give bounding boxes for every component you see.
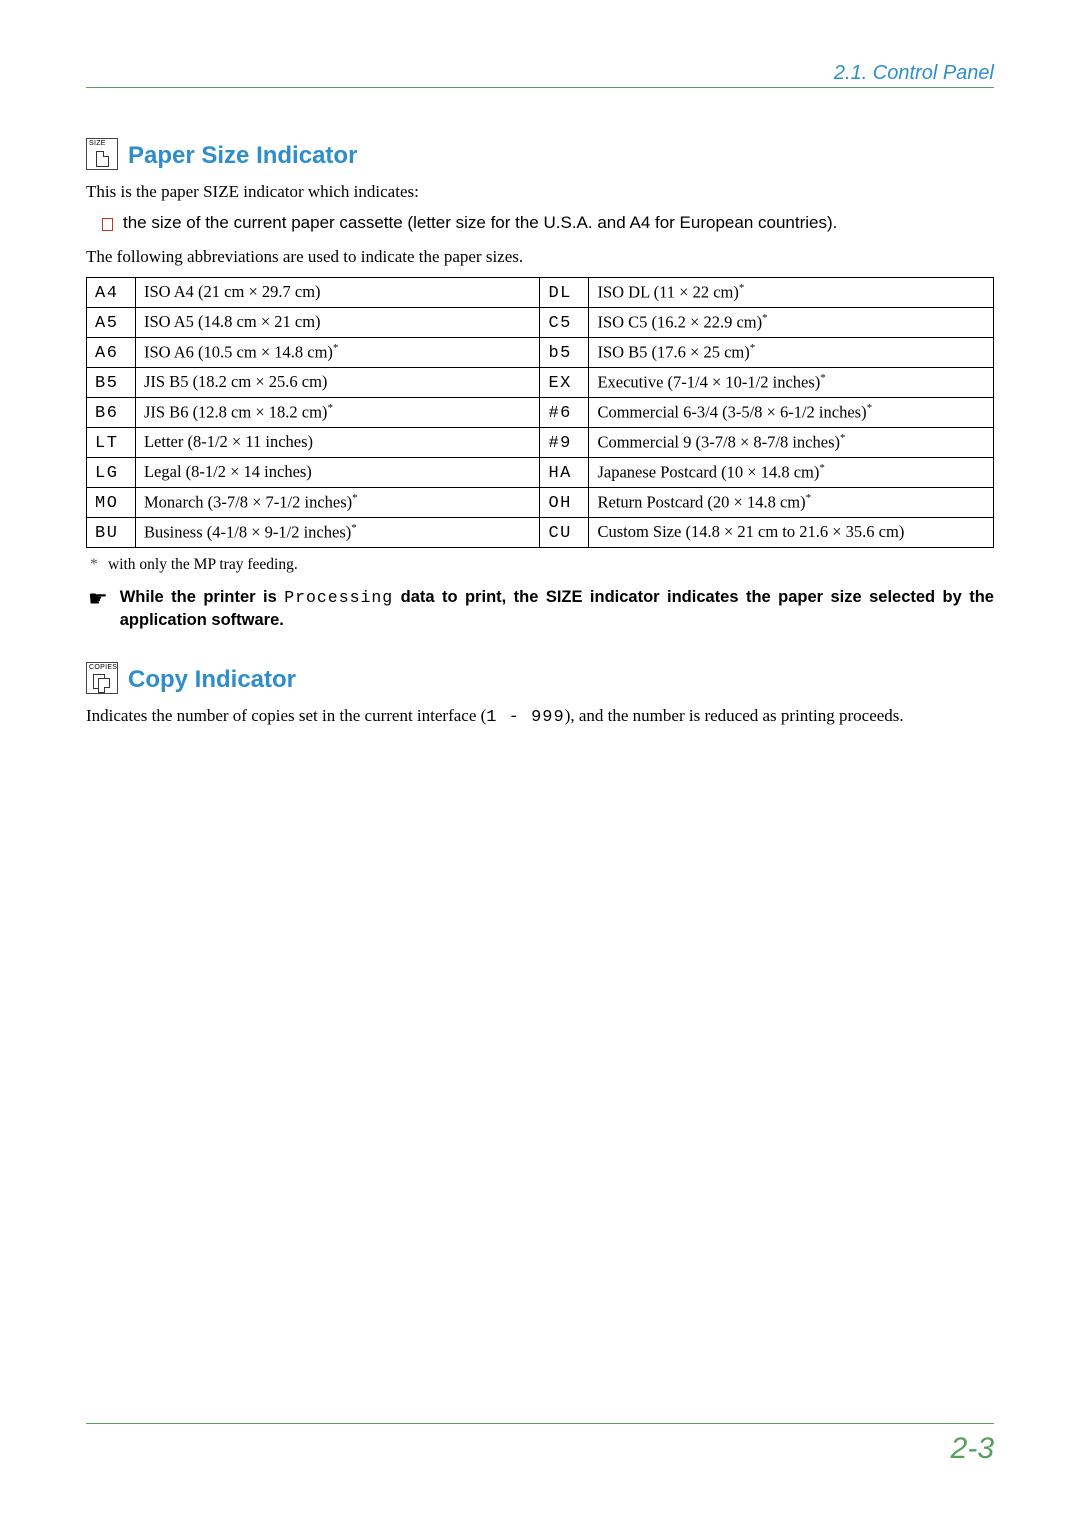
abbr-cell: A5: [87, 308, 136, 338]
page: 2.1. Control Panel SIZE Paper Size Indic…: [0, 0, 1080, 1528]
copy-body-text: Indicates the number of copies set in th…: [86, 704, 994, 731]
desc-cell: Monarch (3-7/8 × 7-1/2 inches)*: [135, 488, 540, 518]
desc-cell: ISO A6 (10.5 cm × 14.8 cm)*: [135, 338, 540, 368]
table-row: B5JIS B5 (18.2 cm × 25.6 cm)EXExecutive …: [87, 368, 994, 398]
abbr-cell: A4: [87, 278, 136, 308]
abbr-cell: LT: [87, 428, 136, 458]
abbr-cell: C5: [540, 308, 589, 338]
size-icon: SIZE: [86, 138, 118, 170]
table-row: A6ISO A6 (10.5 cm × 14.8 cm)*b5ISO B5 (1…: [87, 338, 994, 368]
table-row: A4ISO A4 (21 cm × 29.7 cm)DLISO DL (11 ×…: [87, 278, 994, 308]
table-row: B6JIS B6 (12.8 cm × 18.2 cm)*#6Commercia…: [87, 398, 994, 428]
page-header: 2.1. Control Panel: [86, 62, 994, 88]
square-bullet-icon: [102, 218, 113, 231]
desc-cell: ISO A5 (14.8 cm × 21 cm): [135, 308, 540, 338]
footer-rule: [86, 1423, 994, 1424]
table-lead-text: The following abbreviations are used to …: [86, 245, 994, 270]
table-row: BUBusiness (4-1/8 × 9-1/2 inches)*CUCust…: [87, 518, 994, 548]
table-row: MOMonarch (3-7/8 × 7-1/2 inches)*OHRetur…: [87, 488, 994, 518]
pointing-hand-icon: ☛: [88, 586, 108, 610]
abbr-cell: MO: [87, 488, 136, 518]
desc-cell: Executive (7-1/4 × 10-1/2 inches)*: [589, 368, 994, 398]
desc-cell: JIS B6 (12.8 cm × 18.2 cm)*: [135, 398, 540, 428]
paper-size-table: A4ISO A4 (21 cm × 29.7 cm)DLISO DL (11 ×…: [86, 277, 994, 548]
hand-note: ☛ While the printer is Processing data t…: [88, 586, 994, 632]
page-number: 2-3: [951, 1432, 994, 1466]
desc-cell: Business (4-1/8 × 9-1/2 inches)*: [135, 518, 540, 548]
abbr-cell: DL: [540, 278, 589, 308]
desc-cell: Return Postcard (20 × 14.8 cm)*: [589, 488, 994, 518]
copies-icon: COPIES: [86, 662, 118, 694]
hand-note-text: While the printer is Processing data to …: [120, 586, 994, 632]
table-footnote: *with only the MP tray feeding.: [90, 556, 994, 574]
desc-cell: ISO C5 (16.2 × 22.9 cm)*: [589, 308, 994, 338]
bullet-text: the size of the current paper cassette (…: [123, 213, 837, 233]
desc-cell: Legal (8-1/2 × 14 inches): [135, 458, 540, 488]
table-row: A5ISO A5 (14.8 cm × 21 cm)C5ISO C5 (16.2…: [87, 308, 994, 338]
abbr-cell: HA: [540, 458, 589, 488]
intro-text: This is the paper SIZE indicator which i…: [86, 180, 994, 205]
desc-cell: Commercial 6-3/4 (3-5/8 × 6-1/2 inches)*: [589, 398, 994, 428]
desc-cell: Custom Size (14.8 × 21 cm to 21.6 × 35.6…: [589, 518, 994, 548]
abbr-cell: EX: [540, 368, 589, 398]
table-row: LTLetter (8-1/2 × 11 inches)#9Commercial…: [87, 428, 994, 458]
section-heading: SIZE Paper Size Indicator: [86, 138, 994, 170]
abbr-cell: BU: [87, 518, 136, 548]
abbr-cell: #6: [540, 398, 589, 428]
desc-cell: Letter (8-1/2 × 11 inches): [135, 428, 540, 458]
desc-cell: ISO A4 (21 cm × 29.7 cm): [135, 278, 540, 308]
desc-cell: JIS B5 (18.2 cm × 25.6 cm): [135, 368, 540, 398]
abbr-cell: CU: [540, 518, 589, 548]
abbr-cell: LG: [87, 458, 136, 488]
section-heading: COPIES Copy Indicator: [86, 662, 994, 694]
section-title: Copy Indicator: [128, 668, 296, 694]
abbr-cell: B5: [87, 368, 136, 398]
abbr-cell: b5: [540, 338, 589, 368]
desc-cell: Japanese Postcard (10 × 14.8 cm)*: [589, 458, 994, 488]
abbr-cell: B6: [87, 398, 136, 428]
desc-cell: Commercial 9 (3-7/8 × 8-7/8 inches)*: [589, 428, 994, 458]
desc-cell: ISO DL (11 × 22 cm)*: [589, 278, 994, 308]
abbr-cell: A6: [87, 338, 136, 368]
abbr-cell: #9: [540, 428, 589, 458]
section-paper-size: SIZE Paper Size Indicator This is the pa…: [86, 138, 994, 632]
section-title: Paper Size Indicator: [128, 144, 357, 170]
breadcrumb: 2.1. Control Panel: [834, 62, 994, 84]
section-copy-indicator: COPIES Copy Indicator Indicates the numb…: [86, 662, 994, 731]
desc-cell: ISO B5 (17.6 × 25 cm)*: [589, 338, 994, 368]
bullet-item: the size of the current paper cassette (…: [102, 213, 994, 233]
table-row: LGLegal (8-1/2 × 14 inches)HAJapanese Po…: [87, 458, 994, 488]
abbr-cell: OH: [540, 488, 589, 518]
